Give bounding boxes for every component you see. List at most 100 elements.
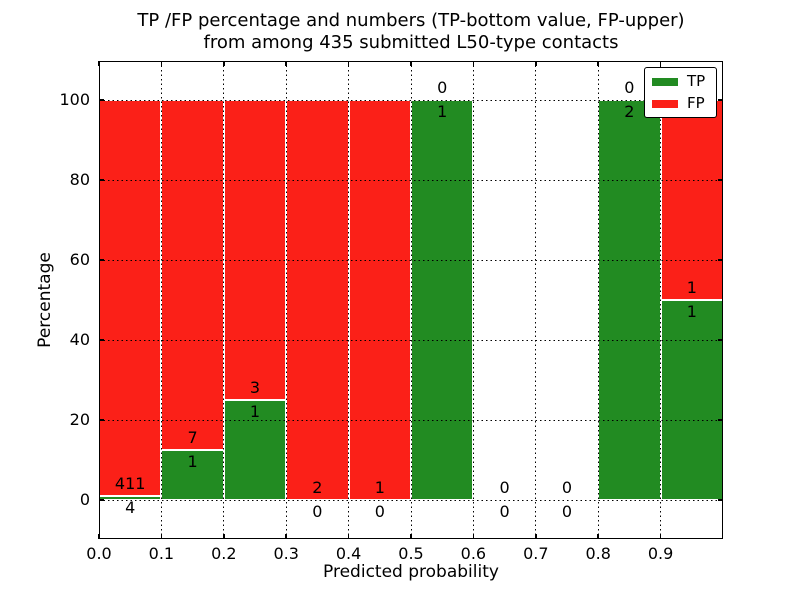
x-tick-label: 0.4 [335, 544, 362, 563]
gridline-vertical [660, 61, 662, 539]
x-tick-label: 0.3 [273, 544, 299, 563]
fp-count-label: 0 [499, 478, 510, 497]
x-tick-mark [98, 61, 100, 66]
y-tick-label: 0 [79, 490, 90, 509]
fp-count-label: 411 [114, 474, 146, 494]
x-tick-mark [223, 61, 225, 66]
y-tick-mark [99, 339, 104, 341]
tp-count-label: 2 [624, 102, 635, 121]
tp-count-label: 0 [374, 502, 385, 521]
legend-label-fp: FP [687, 94, 705, 112]
x-tick-mark [347, 61, 350, 66]
x-tick-label: 0.7 [523, 544, 549, 563]
y-tick-mark [718, 419, 723, 421]
x-tick-mark [347, 534, 350, 539]
fp-color-swatch [652, 99, 678, 108]
x-tick-mark [285, 534, 287, 539]
tp-color-swatch [652, 77, 678, 86]
y-tick-label: 20 [69, 410, 90, 429]
legend-label-tp: TP [687, 72, 706, 90]
fp-count-label: 0 [437, 78, 448, 97]
tp-count-label: 4 [125, 498, 136, 518]
x-tick-mark [410, 534, 412, 539]
x-tick-mark [472, 534, 475, 539]
fp-bar-segment [223, 100, 287, 400]
y-tick-mark [718, 339, 723, 341]
gridline-vertical [535, 61, 537, 539]
x-tick-label: 0.0 [86, 544, 112, 563]
gridline-vertical [160, 61, 162, 539]
tp-count-label: 1 [249, 402, 261, 421]
x-tick-mark [597, 534, 599, 539]
chart-title-line2: from among 435 submitted L50-type contac… [203, 32, 619, 53]
y-tick-mark [99, 99, 104, 101]
fp-count-label: 2 [312, 478, 323, 497]
y-tick-label: 80 [69, 170, 90, 189]
fp-count-label: 3 [249, 378, 261, 397]
gridline-vertical [597, 61, 599, 539]
x-tick-mark [535, 61, 537, 66]
fp-bar-segment [286, 100, 349, 500]
x-tick-label: 0.5 [398, 544, 424, 563]
legend-item-fp: FP [652, 96, 709, 111]
y-tick-mark [718, 259, 723, 261]
tp-count-label: 0 [499, 502, 510, 521]
y-tick-label: 60 [69, 250, 90, 269]
chart-title: TP /FP percentage and numbers (TP-bottom… [99, 10, 723, 54]
x-tick-label: 0.6 [460, 544, 487, 563]
tp-count-label: 1 [187, 452, 198, 471]
tp-count-label: 0 [561, 502, 573, 521]
y-tick-mark [718, 179, 723, 181]
y-tick-mark [99, 259, 104, 261]
legend-item-tp: TP [652, 74, 709, 89]
x-tick-mark [285, 61, 287, 66]
gridline-vertical [285, 61, 287, 539]
x-tick-mark [410, 61, 412, 66]
x-tick-mark [535, 534, 537, 539]
gridline-vertical [223, 61, 225, 539]
chart-title-line1: TP /FP percentage and numbers (TP-bottom… [137, 10, 685, 31]
tp-bar-segment [598, 100, 661, 500]
x-tick-mark [659, 61, 662, 66]
y-tick-mark [99, 499, 104, 501]
x-tick-label: 0.8 [585, 544, 611, 563]
y-tick-label: 40 [69, 330, 90, 349]
y-tick-label: 100 [59, 90, 90, 109]
x-tick-label: 0.2 [211, 544, 237, 563]
plot-area: 411 4 7 1 3 1 2 0 1 0 0 1 0 0 0 0 0 2 1 1 TP FP [98, 61, 723, 539]
gridline-vertical [472, 61, 474, 539]
fp-count-label: 7 [187, 428, 198, 447]
fp-count-label: 1 [686, 278, 697, 297]
legend: TP FP [644, 67, 717, 118]
x-tick-mark [223, 534, 225, 539]
x-tick-mark [472, 61, 475, 66]
x-tick-mark [160, 61, 163, 66]
fp-count-label: 0 [561, 478, 573, 497]
tp-count-label: 1 [437, 102, 448, 121]
tp-count-label: 1 [686, 302, 697, 321]
fp-count-label: 1 [374, 478, 385, 497]
fp-bar-segment [660, 100, 723, 300]
x-tick-mark [98, 534, 100, 539]
tp-bar-segment [223, 400, 287, 500]
x-tick-label: 0.1 [148, 544, 175, 563]
y-tick-mark [718, 499, 723, 501]
y-tick-mark [99, 179, 104, 181]
tp-bar-segment [660, 300, 723, 500]
gridline-vertical [348, 61, 350, 539]
fp-bar-segment [161, 100, 224, 450]
x-axis-label: Predicted probability [323, 562, 499, 582]
tp-count-label: 0 [312, 502, 323, 521]
fp-bar-segment [99, 100, 162, 497]
fp-count-label: 0 [624, 78, 635, 97]
x-tick-mark [659, 534, 662, 539]
x-tick-mark [597, 61, 599, 66]
x-tick-label: 0.9 [647, 544, 674, 563]
x-tick-mark [160, 534, 163, 539]
tp-bar-segment [411, 100, 474, 500]
gridline-vertical [410, 61, 412, 539]
fp-bar-segment [348, 100, 411, 500]
y-tick-mark [718, 99, 723, 101]
y-tick-mark [99, 419, 104, 421]
